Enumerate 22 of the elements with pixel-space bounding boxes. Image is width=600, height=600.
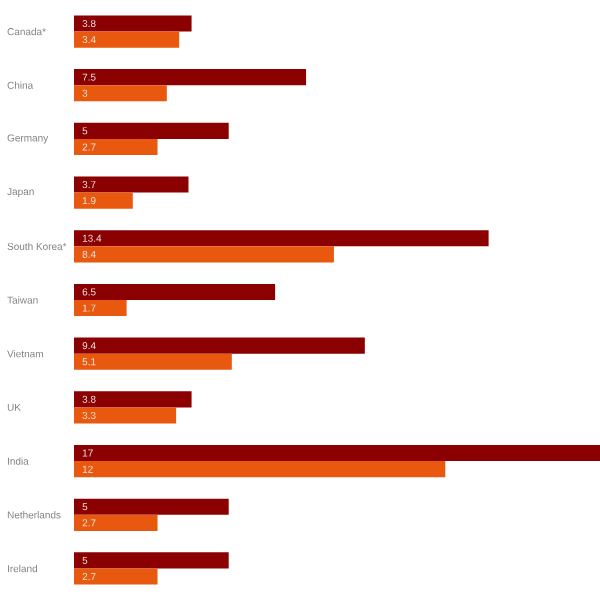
bar <box>74 138 158 156</box>
bar <box>74 300 127 317</box>
bar <box>74 353 232 370</box>
bar <box>74 444 600 462</box>
bar <box>74 31 180 48</box>
bar <box>74 230 489 247</box>
bar <box>74 15 192 32</box>
bar <box>74 514 158 531</box>
bar <box>74 498 229 515</box>
bar <box>74 552 229 569</box>
bar <box>74 407 177 424</box>
bar <box>74 69 307 86</box>
bar <box>74 246 334 263</box>
bar <box>74 122 229 139</box>
bar <box>74 391 192 408</box>
bar <box>74 461 446 478</box>
bar <box>74 283 276 300</box>
bar <box>74 337 365 354</box>
bar <box>74 85 167 102</box>
bar <box>74 568 158 585</box>
bar <box>74 192 133 209</box>
bar <box>74 176 189 193</box>
